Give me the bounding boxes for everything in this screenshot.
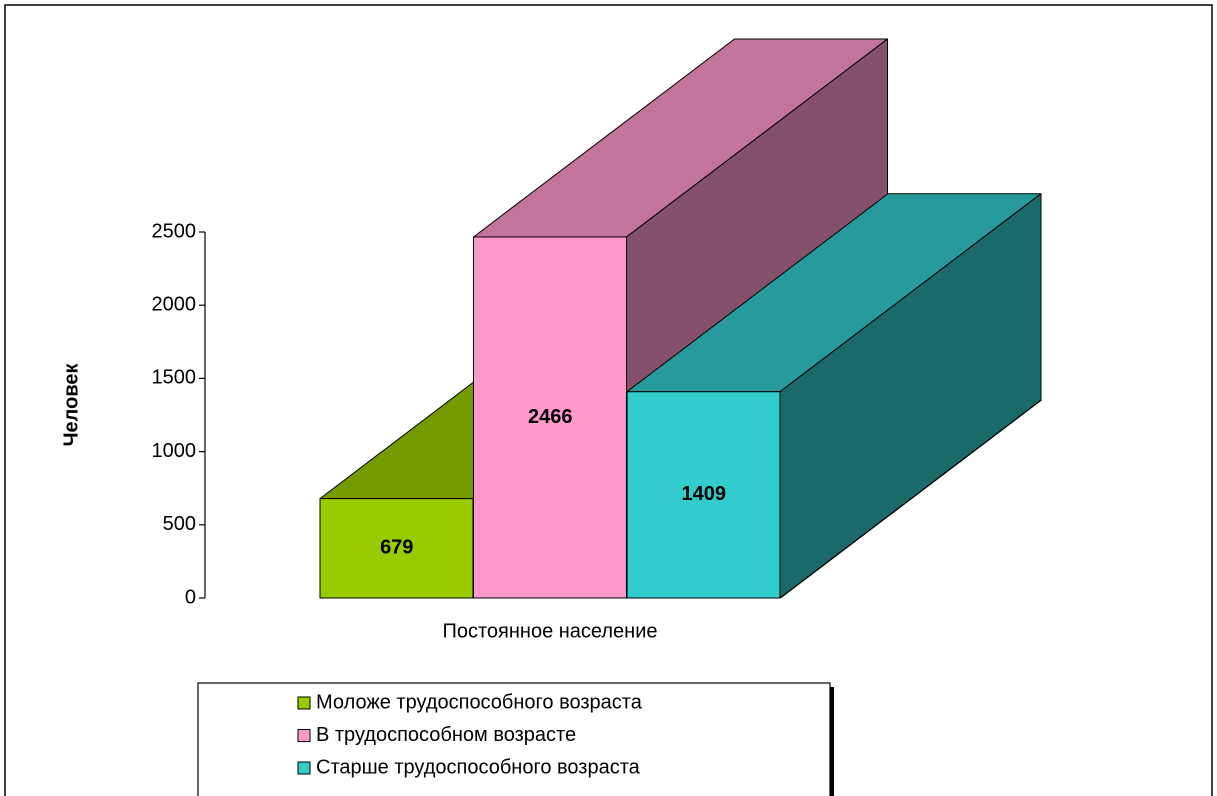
y-tick-label: 500	[163, 513, 196, 535]
legend-swatch	[297, 761, 311, 775]
bar	[626, 391, 781, 599]
y-tick-label: 2500	[152, 220, 197, 242]
legend-swatch	[297, 729, 311, 742]
bar	[319, 498, 474, 599]
y-tick-label: 1000	[152, 440, 197, 462]
data-label: 1409	[682, 483, 727, 505]
data-label: 2466	[528, 406, 573, 428]
y-tick-label: 0	[185, 586, 196, 608]
y-tick-label: 2000	[152, 293, 197, 315]
legend-swatch	[297, 696, 311, 710]
legend-label: Моложе трудоспособного возраста	[316, 691, 643, 713]
x-tick-label: Постоянное население	[442, 620, 657, 642]
legend-label: В трудоспособном возрасте	[316, 724, 576, 746]
y-tick-label: 1500	[152, 367, 197, 389]
bar	[473, 236, 627, 599]
legend-label: Старше трудоспособного возраста	[316, 756, 641, 778]
y-axis-label: Человек	[60, 363, 82, 447]
data-label: 679	[380, 537, 413, 559]
